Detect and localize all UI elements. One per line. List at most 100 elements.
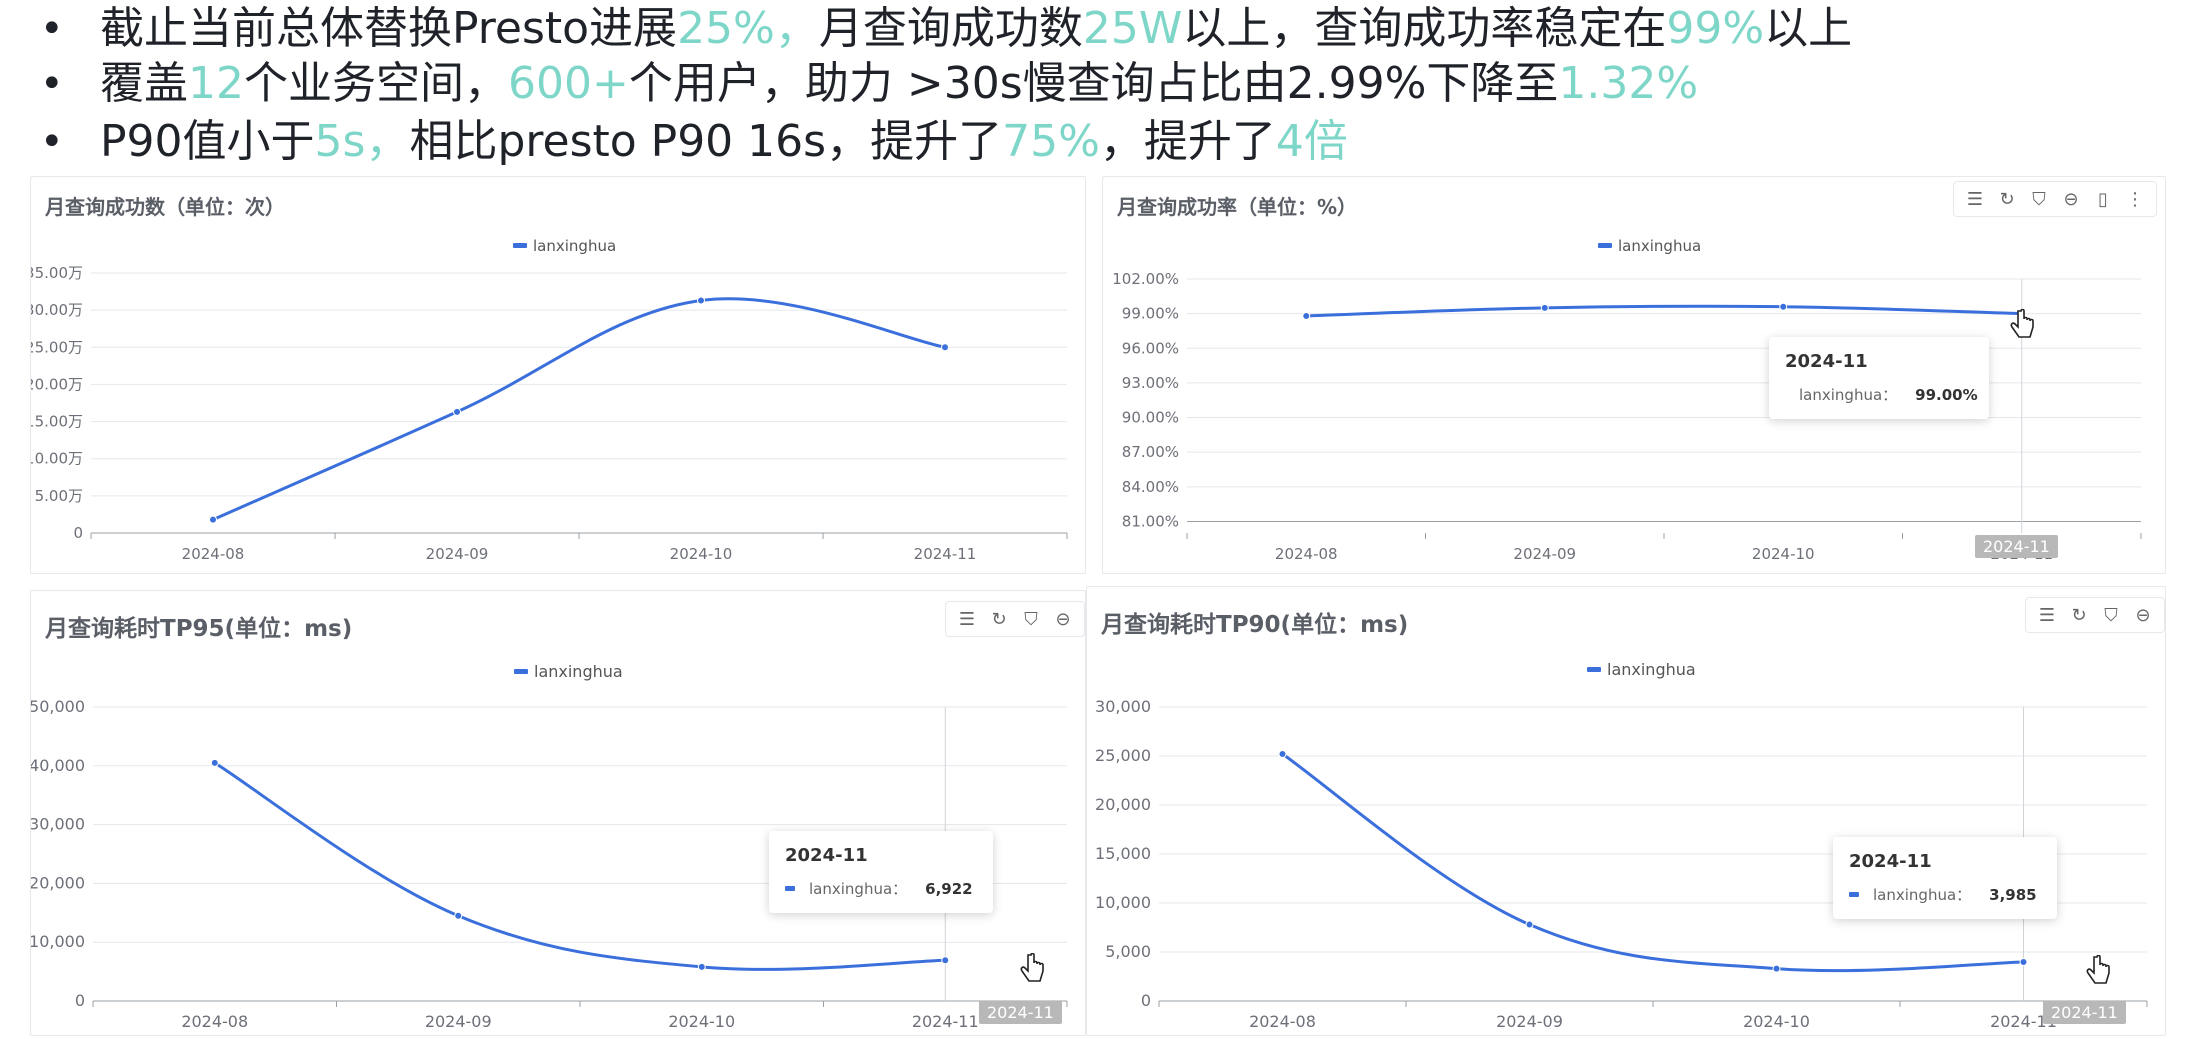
bullet-3-text: P90值小于5s，相比presto P90 16s，提升了75%，提升了4倍	[100, 118, 1348, 166]
data-point	[1779, 302, 1788, 311]
zoom-icon[interactable]: ⊖	[2135, 604, 2151, 626]
tooltip-label: lanxinghua：	[809, 880, 908, 898]
y-tick-label: 30,000	[31, 815, 85, 834]
bullet-segment: ，提升了	[1099, 116, 1276, 167]
bookmark-icon[interactable]: ▯	[2098, 188, 2108, 210]
x-tick-label: 2024-11	[914, 545, 977, 563]
y-tick-label: 25.00万	[31, 338, 83, 356]
settings-sliders-icon[interactable]: ☰	[958, 608, 976, 630]
data-point	[1540, 303, 1549, 312]
y-tick-label: 40,000	[31, 756, 85, 775]
refresh-icon[interactable]: ↻	[1999, 188, 2015, 210]
summary-bullets: • 截止当前总体替换Presto进展25%，月查询成功数25W以上，查询成功率稳…	[40, 4, 1852, 170]
chart-panel-monthly-tp90: 月查询耗时TP90(单位：ms) ☰ ↻ ⛉ ⊖ 0 5,000 10,000 15,…	[1086, 586, 2166, 1036]
chart-title: 月查询成功数（单位：次）	[45, 195, 285, 219]
highlight-text: 600+	[508, 58, 629, 109]
y-tick-label: 0	[75, 991, 85, 1010]
y-tick-label: 0	[73, 524, 83, 542]
chart-canvas: 0 10,000 20,000 30,000 40,000 50,000 2024-08 20…	[29, 662, 1068, 1031]
y-tick-label: 87.00%	[1122, 443, 1179, 461]
x-tick-label: 2024-08	[1275, 545, 1338, 563]
highlight-text: 25%，	[677, 3, 819, 54]
data-point	[210, 758, 219, 767]
hand-cursor-icon	[2086, 955, 2110, 984]
bullet-segment: P90值小于	[100, 116, 315, 167]
bullet-segment: 覆盖	[100, 58, 188, 109]
highlight-text: 25W	[1082, 3, 1183, 54]
refresh-icon[interactable]: ↻	[991, 608, 1007, 630]
tooltip-swatch	[1849, 892, 1859, 897]
legend-label: lanxinghua	[533, 237, 616, 255]
y-tick-label: 15.00万	[31, 413, 83, 431]
tooltip-label: lanxinghua：	[1799, 386, 1898, 404]
highlight-text: 75%	[1002, 116, 1100, 167]
filter-icon[interactable]: ⛉	[2104, 604, 2118, 626]
x-tick-label: 2024-09	[426, 545, 489, 563]
chart-tooltip: 2024-11 lanxinghua： 99.00%	[1769, 337, 1989, 419]
data-point	[1302, 311, 1311, 320]
tooltip-value: 3,985	[1989, 885, 2037, 904]
highlight-text: 4倍	[1275, 116, 1348, 167]
y-tick-label: 50,000	[31, 697, 85, 716]
y-tick-label: 93.00%	[1122, 374, 1179, 392]
bullet-1: • 截止当前总体替换Presto进展25%，月查询成功数25W以上，查询成功率稳…	[40, 4, 1852, 54]
x-tick-label: 2024-09	[1513, 545, 1576, 563]
hand-cursor-icon	[1020, 953, 1044, 982]
y-tick-label: 102.00%	[1112, 270, 1179, 288]
series-line	[213, 761, 946, 971]
tooltip-title: 2024-11	[1785, 351, 1868, 372]
x-tick-label: 2024-09	[425, 1012, 492, 1031]
bullet-segment: 月查询成功数	[818, 3, 1083, 54]
y-tick-label: 5,000	[1105, 942, 1151, 961]
data-point	[2019, 957, 2028, 966]
data-point	[941, 343, 949, 352]
x-tick-label: 2024-08	[181, 1012, 248, 1031]
settings-sliders-icon[interactable]: ☰	[2038, 604, 2056, 626]
series-line	[212, 297, 946, 522]
tooltip-label: lanxinghua：	[1873, 886, 1972, 904]
highlight-text: 1.32%	[1558, 58, 1699, 109]
x-tick-label: 2024-08	[182, 545, 245, 563]
filter-icon[interactable]: ⛉	[2032, 188, 2046, 210]
highlight-text: 99%	[1666, 3, 1765, 54]
data-point	[1772, 964, 1781, 973]
chart-toolbar: ☰ ↻ ⛉ ⊖	[2025, 597, 2165, 633]
x-tick-label: 2024-10	[668, 1012, 735, 1031]
legend-label: lanxinghua	[1607, 660, 1696, 679]
y-tick-label: 20,000	[31, 873, 85, 892]
refresh-icon[interactable]: ↻	[2071, 604, 2087, 626]
x-axis-pointer-label: 2024-11	[979, 1001, 1062, 1024]
data-point	[453, 407, 461, 416]
tooltip-row: lanxinghua： 6,922	[785, 878, 977, 899]
data-point	[209, 515, 217, 524]
more-icon[interactable]: ⋮	[2126, 188, 2144, 210]
highlight-text: 12	[188, 58, 244, 109]
x-tick-label: 2024-11	[1990, 1012, 2057, 1031]
data-point	[697, 962, 706, 971]
highlight-text: 5s，	[314, 116, 410, 167]
bullet-marker: •	[40, 61, 64, 107]
y-tick-label: 20.00万	[31, 375, 83, 393]
settings-sliders-icon[interactable]: ☰	[1966, 188, 1984, 210]
chart-canvas: 0 5,000 10,000 15,000 20,000 25,000 30,000 2024…	[1095, 660, 2148, 1031]
y-tick-label: 15,000	[1095, 844, 1151, 863]
x-tick-label: 2024-10	[1743, 1012, 1810, 1031]
legend-label: lanxinghua	[1618, 237, 1701, 255]
x-tick-label: 2024-09	[1496, 1012, 1563, 1031]
y-tick-label: 35.00万	[31, 264, 83, 282]
data-point	[1278, 750, 1287, 759]
bullet-segment: 以上	[1764, 3, 1853, 54]
filter-icon[interactable]: ⛉	[1024, 608, 1038, 630]
chart-canvas: 81.00% 84.00% 87.00% 90.00% 93.00% 96.00% 99.0…	[1112, 237, 2142, 563]
series-line	[1281, 752, 2024, 973]
chart-tooltip: 2024-11 lanxinghua： 6,922	[769, 831, 993, 913]
y-tick-label: 5.00万	[35, 487, 83, 505]
bullet-marker: •	[40, 119, 64, 165]
zoom-icon[interactable]: ⊖	[2063, 188, 2079, 210]
zoom-icon[interactable]: ⊖	[1055, 608, 1071, 630]
y-tick-label: 90.00%	[1122, 409, 1179, 427]
y-tick-label: 99.00%	[1122, 305, 1179, 323]
x-axis-pointer-label: 2024-11	[2043, 1001, 2126, 1024]
y-tick-label: 84.00%	[1122, 478, 1179, 496]
y-tick-label: 10,000	[1095, 893, 1151, 912]
